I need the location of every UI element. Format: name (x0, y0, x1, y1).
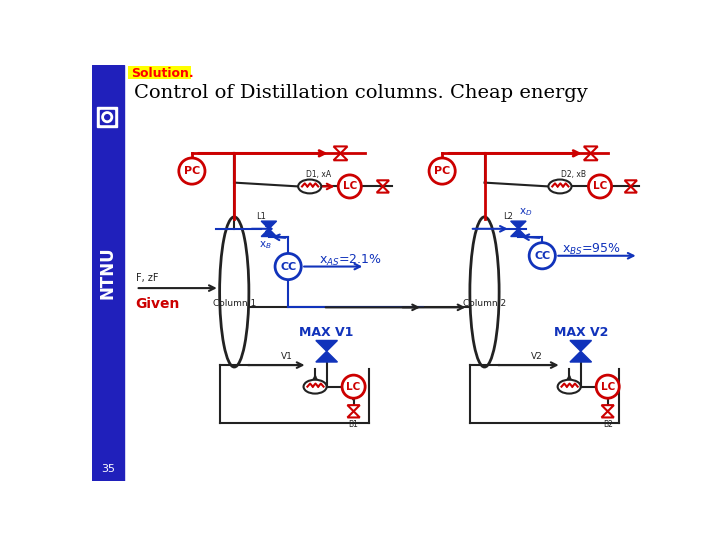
Text: NTNU: NTNU (99, 246, 117, 299)
Text: PC: PC (434, 166, 450, 176)
Text: MAX V2: MAX V2 (554, 326, 608, 339)
Ellipse shape (304, 380, 327, 394)
Text: x$_D$: x$_D$ (519, 206, 533, 218)
Bar (100, 110, 114, 124)
Text: LC: LC (593, 181, 607, 192)
Text: Column 2: Column 2 (463, 299, 506, 308)
Bar (97, 107, 117, 127)
Circle shape (338, 175, 361, 198)
Text: F, zF: F, zF (135, 273, 158, 283)
Ellipse shape (549, 179, 572, 193)
Ellipse shape (220, 217, 249, 367)
Text: V1: V1 (281, 352, 292, 361)
Polygon shape (570, 340, 592, 351)
FancyBboxPatch shape (128, 66, 191, 79)
Text: B1: B1 (348, 420, 359, 429)
Polygon shape (333, 146, 348, 153)
Ellipse shape (470, 217, 499, 367)
Ellipse shape (298, 179, 321, 193)
Circle shape (342, 375, 365, 398)
Text: LC: LC (346, 382, 361, 392)
Text: LC: LC (343, 181, 357, 192)
Text: Given: Given (135, 296, 180, 310)
Circle shape (588, 175, 611, 198)
Polygon shape (570, 351, 592, 362)
Polygon shape (377, 180, 389, 186)
Circle shape (179, 158, 205, 184)
Text: PC: PC (184, 166, 200, 176)
Text: 35: 35 (101, 464, 115, 474)
Polygon shape (601, 405, 614, 411)
Text: CC: CC (534, 251, 550, 261)
Circle shape (529, 242, 555, 269)
Polygon shape (377, 186, 389, 193)
Polygon shape (625, 186, 637, 193)
Text: D2, xB: D2, xB (561, 170, 585, 179)
Polygon shape (584, 146, 598, 153)
Text: LC: LC (600, 382, 615, 392)
Polygon shape (261, 229, 276, 237)
Text: MAX V1: MAX V1 (300, 326, 354, 339)
Text: Solution.: Solution. (131, 67, 194, 80)
Text: x$_{AS}$=2.1%: x$_{AS}$=2.1% (319, 253, 382, 268)
Polygon shape (601, 411, 614, 417)
Text: x$_{BS}$=95%: x$_{BS}$=95% (562, 242, 621, 257)
Text: V2: V2 (531, 352, 543, 361)
Text: x$_B$: x$_B$ (258, 240, 271, 252)
Polygon shape (333, 153, 348, 160)
Polygon shape (584, 153, 598, 160)
Circle shape (275, 253, 301, 280)
Polygon shape (510, 229, 526, 237)
Polygon shape (316, 340, 338, 351)
Text: B2: B2 (603, 420, 613, 429)
Text: Control of Distillation columns. Cheap energy: Control of Distillation columns. Cheap e… (134, 84, 588, 102)
Text: Column 1: Column 1 (212, 299, 256, 308)
Circle shape (429, 158, 455, 184)
Ellipse shape (558, 380, 581, 394)
Text: D1, xA: D1, xA (307, 170, 331, 179)
Polygon shape (348, 411, 360, 417)
Text: CC: CC (280, 261, 296, 272)
Bar (92, 65, 124, 481)
Polygon shape (316, 351, 338, 362)
Polygon shape (510, 221, 526, 229)
Polygon shape (625, 180, 637, 186)
Circle shape (596, 375, 619, 398)
Polygon shape (261, 221, 276, 229)
Text: L2: L2 (503, 212, 513, 221)
Text: L1: L1 (256, 212, 266, 221)
Polygon shape (348, 405, 360, 411)
